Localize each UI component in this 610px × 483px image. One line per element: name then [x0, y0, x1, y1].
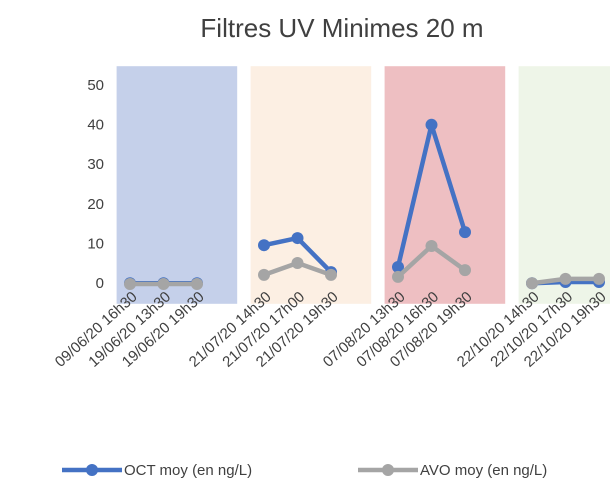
- legend-label: OCT moy (en ng/L): [124, 462, 252, 479]
- background-band: [250, 66, 372, 304]
- data-point: [325, 268, 337, 281]
- legend-marker: [86, 464, 98, 476]
- y-tick-label: 40: [87, 117, 104, 134]
- data-point: [291, 257, 304, 270]
- y-tick-label: 50: [87, 77, 104, 94]
- data-point: [258, 268, 270, 281]
- background-band: [384, 66, 506, 304]
- legend-item: OCT moy (en ng/L): [62, 462, 252, 479]
- legend-label: AVO moy (en ng/L): [420, 462, 547, 479]
- legend-marker: [382, 464, 394, 476]
- data-point: [157, 278, 170, 290]
- data-point: [392, 270, 404, 283]
- background-band: [518, 66, 610, 304]
- data-point: [459, 226, 471, 239]
- y-tick-label: 10: [87, 235, 104, 252]
- data-point: [124, 278, 136, 290]
- data-point: [425, 118, 438, 131]
- data-point: [459, 264, 471, 277]
- y-tick-label: 20: [87, 196, 104, 213]
- data-point: [392, 260, 404, 273]
- legend-item: AVO moy (en ng/L): [358, 462, 547, 479]
- background-band: [116, 66, 238, 304]
- data-point: [258, 239, 270, 252]
- y-tick-label: 0: [96, 275, 104, 292]
- data-point: [559, 272, 572, 285]
- data-point: [291, 232, 304, 245]
- data-point: [593, 272, 605, 285]
- chart-title: Filtres UV Minimes 20 m: [200, 13, 483, 43]
- data-point: [191, 278, 203, 290]
- y-tick-label: 30: [87, 156, 104, 173]
- data-point: [526, 277, 538, 290]
- data-point: [425, 239, 438, 252]
